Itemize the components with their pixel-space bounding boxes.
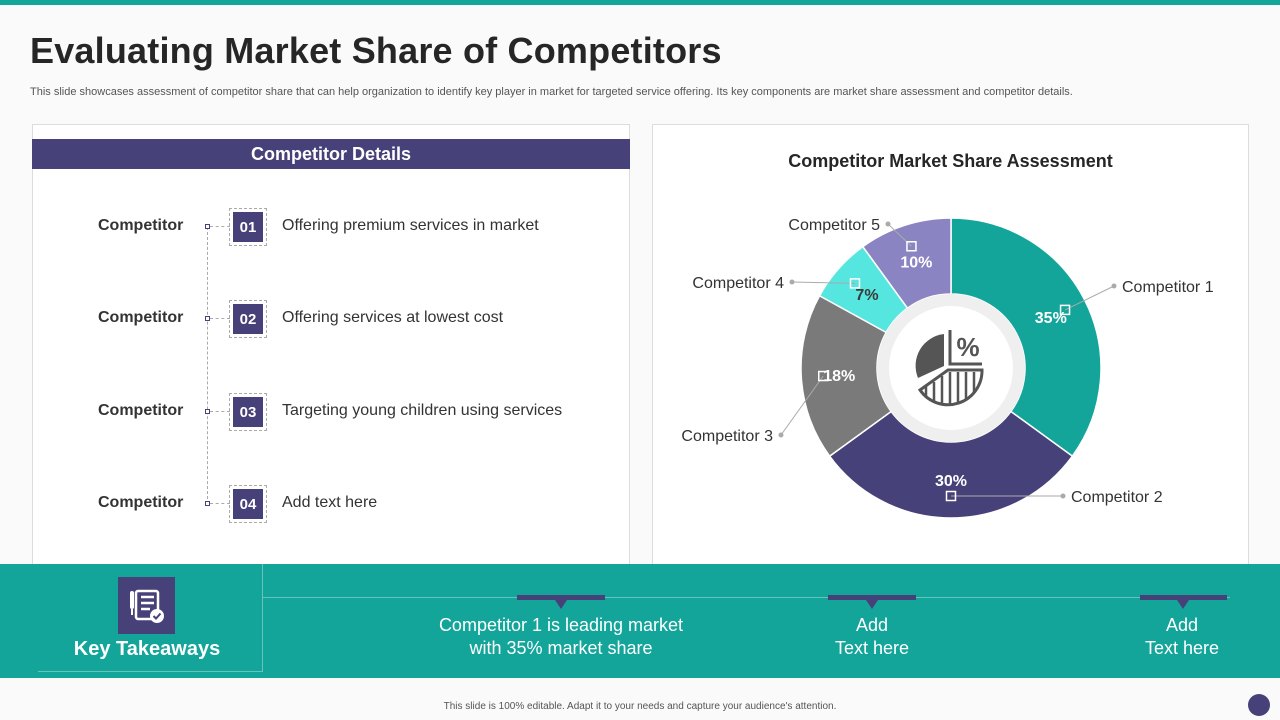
competitor-description: Add text here xyxy=(282,494,378,511)
competitor-row-4: Competitor 04 Add text here xyxy=(32,484,630,524)
competitor-row-3: Competitor 03 Targeting young children u… xyxy=(32,392,630,432)
takeaway-line: with 35% market share xyxy=(469,638,653,658)
leader-dot xyxy=(885,221,891,227)
page-subtitle: This slide showcases assessment of compe… xyxy=(30,86,1073,98)
takeaway-item-1: Competitor 1 is leading market with 35% … xyxy=(411,614,711,660)
number-badge: 03 xyxy=(229,393,267,431)
competitor-label: Competitor xyxy=(98,494,184,511)
slice-marker xyxy=(1059,304,1071,316)
competitor-row-1: Competitor 01 Offering premium services … xyxy=(32,207,630,247)
takeaways-divider xyxy=(263,597,1230,598)
slice-percent-label: 18% xyxy=(823,368,855,385)
number-badge: 04 xyxy=(229,485,267,523)
key-takeaways-label: Key Takeaways xyxy=(73,638,221,660)
leader-dot xyxy=(1111,283,1117,289)
slice-name-label: Competitor 3 xyxy=(681,428,773,445)
takeaway-line: Add xyxy=(1165,615,1199,635)
slice-percent-label: 35% xyxy=(1035,310,1067,327)
takeaway-item-2: Add Text here xyxy=(772,614,972,660)
slice-percent-label: 30% xyxy=(935,473,967,490)
slice-name-label: Competitor 4 xyxy=(692,275,784,292)
slice-name-label: Competitor 2 xyxy=(1071,489,1163,506)
leader-dot xyxy=(789,279,795,285)
connector-dot xyxy=(205,224,210,229)
competitor-description: Targeting young children using services xyxy=(282,402,563,419)
connector-hline xyxy=(210,411,230,412)
slice-percent-label: 10% xyxy=(900,254,932,271)
takeaway-item-3: Add Text here xyxy=(1082,614,1280,660)
competitor-description: Offering premium services in market xyxy=(282,217,539,234)
connector-hline xyxy=(210,503,230,504)
competitor-label: Competitor xyxy=(98,402,184,419)
leader-dot xyxy=(1060,493,1066,499)
competitor-label: Competitor xyxy=(98,217,184,234)
connector-hline xyxy=(210,318,230,319)
top-accent-bar xyxy=(0,0,1280,5)
number-badge-text: 03 xyxy=(233,397,263,427)
takeaway-line: Add xyxy=(855,615,889,635)
donut-hole xyxy=(889,306,1013,430)
slice-percent-label: 7% xyxy=(855,287,878,304)
key-takeaways-band xyxy=(0,564,1280,678)
footer-note: This slide is 100% editable. Adapt it to… xyxy=(443,701,837,712)
takeaway-tab xyxy=(517,595,605,600)
competitor-row-2: Competitor 02 Offering services at lowes… xyxy=(32,299,630,339)
leader-dot xyxy=(778,432,784,438)
leader-line xyxy=(780,375,824,436)
corner-dot xyxy=(1248,694,1270,716)
slice-name-label: Competitor 1 xyxy=(1122,279,1214,296)
slice-marker xyxy=(906,241,917,252)
slice-marker xyxy=(818,370,829,382)
number-badge: 01 xyxy=(229,208,267,246)
svg-text:%: % xyxy=(956,332,979,362)
competitor-label: Competitor xyxy=(98,309,184,326)
leader-line xyxy=(791,281,855,284)
takeaway-arrow xyxy=(1177,600,1189,609)
takeaway-tab xyxy=(828,595,916,600)
slice-marker xyxy=(945,490,957,502)
connector-dot xyxy=(205,409,210,414)
takeaway-line: Text here xyxy=(1144,638,1220,658)
takeaway-tab xyxy=(1140,595,1227,600)
connector-line xyxy=(207,227,208,504)
slice-marker xyxy=(849,278,861,289)
checklist-icon xyxy=(118,577,175,634)
key-takeaways-panel xyxy=(38,564,263,672)
connector-dot xyxy=(205,316,210,321)
slice-name-label: Competitor 5 xyxy=(788,217,880,234)
takeaway-arrow xyxy=(555,600,567,609)
chart-title: Competitor Market Share Assessment xyxy=(788,151,1113,171)
number-badge-text: 04 xyxy=(233,489,263,519)
connector-hline xyxy=(210,226,230,227)
market-share-donut-chart: 35% Competitor 1 30% Competitor 2 18% Competi… xyxy=(681,217,1214,519)
connector-dot xyxy=(205,501,210,506)
competitor-description: Offering services at lowest cost xyxy=(282,309,504,326)
competitor-details-header: Competitor Details xyxy=(32,139,630,169)
takeaway-line: Competitor 1 is leading market xyxy=(438,615,684,635)
pie-chart-percent-icon: % xyxy=(915,330,984,407)
number-badge-text: 02 xyxy=(233,304,263,334)
page-title: Evaluating Market Share of Competitors xyxy=(30,30,722,71)
number-badge: 02 xyxy=(229,300,267,338)
competitor-details-card xyxy=(32,124,630,566)
takeaway-arrow xyxy=(866,600,878,609)
leader-line xyxy=(1064,285,1115,311)
number-badge-text: 01 xyxy=(233,212,263,242)
takeaway-line: Text here xyxy=(834,638,910,658)
